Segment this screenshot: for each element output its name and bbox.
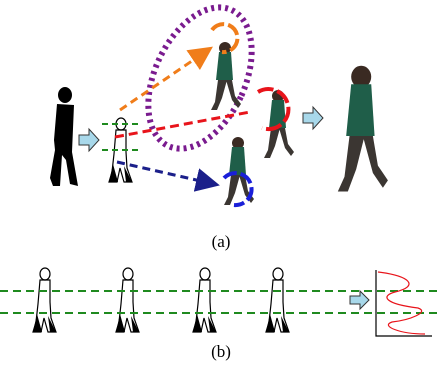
silhouette-outline <box>33 268 56 332</box>
figure: (a) (b) <box>0 0 438 377</box>
page: (a) (b) (() => { const data = JSON.parse… <box>0 0 438 377</box>
panel-label: (b) <box>211 342 231 361</box>
panel-label: (a) <box>212 232 231 251</box>
dotted-ellipse <box>128 0 273 165</box>
walker-large <box>338 66 388 192</box>
silhouette-outline <box>116 268 139 332</box>
plot-axes <box>376 270 432 336</box>
orange-arrow <box>120 50 208 110</box>
arrow-icon <box>79 129 99 151</box>
arrow-icon <box>350 291 369 309</box>
arrow-icon <box>303 107 323 129</box>
profile-curve <box>378 272 425 334</box>
silhouette-outline <box>266 268 289 332</box>
silhouette <box>50 87 78 186</box>
silhouette-outline <box>193 268 216 332</box>
